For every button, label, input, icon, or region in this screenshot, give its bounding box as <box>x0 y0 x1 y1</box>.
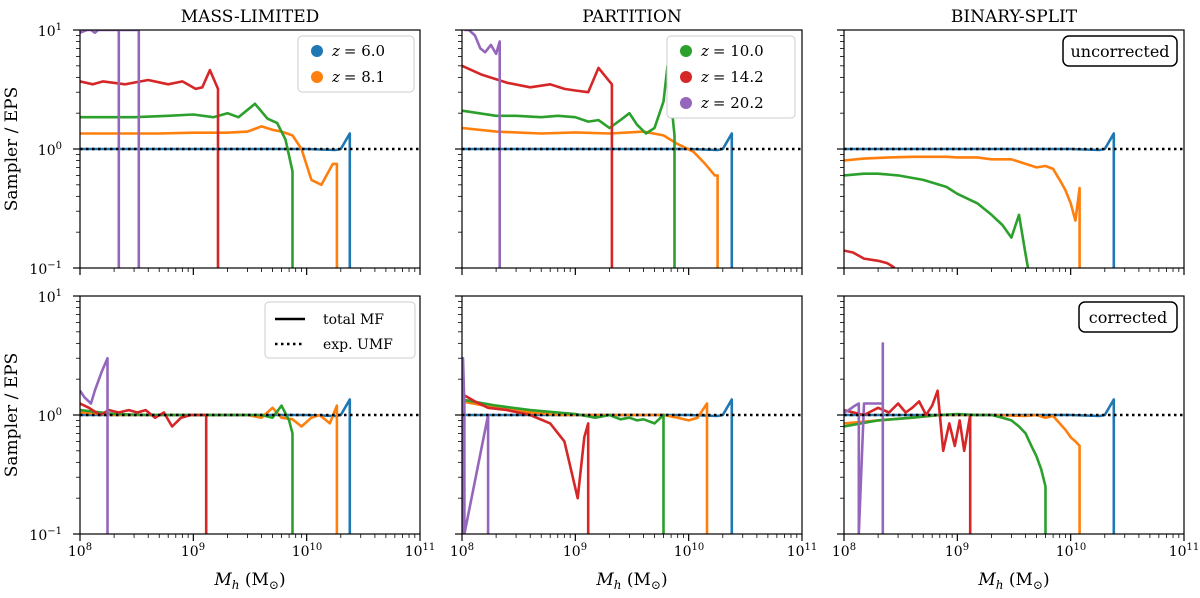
x-tick-labels-col3: 108 109 1010 1011 <box>832 542 1199 560</box>
legend-label-z14: z = 14.2 <box>700 68 764 86</box>
legend-label-z10: z = 10.0 <box>700 42 764 60</box>
series-line-z8 <box>80 404 339 534</box>
x-tick-label: 108 <box>68 542 92 560</box>
tag-label: corrected <box>1089 308 1167 327</box>
legend-label-z8: z = 8.1 <box>331 68 385 86</box>
series-line-z10 <box>80 404 294 534</box>
x-tick-label: 1011 <box>787 542 818 560</box>
series-line-z8 <box>844 155 1081 268</box>
x-tick-label: 109 <box>563 542 587 560</box>
legend-label-exp-umf: exp. UMF <box>323 337 393 353</box>
x-axis-label-col3: Mh (M⊙) <box>977 570 1049 592</box>
column-title-mass-limited: MASS-LIMITED <box>181 7 320 27</box>
legend-box <box>666 35 796 119</box>
axes-frame <box>79 29 421 269</box>
y-tick-label: 100 <box>38 141 62 159</box>
tag-label: uncorrected <box>1070 42 1169 61</box>
series-line-z6 <box>844 132 1116 268</box>
series-line-z10 <box>462 64 676 268</box>
tag-box <box>1062 35 1178 67</box>
series-group <box>844 342 1184 534</box>
y-tick-label: 101 <box>38 22 62 40</box>
column-title-binary-split: BINARY-SPLIT <box>951 7 1078 27</box>
series-line-z10 <box>844 172 1030 268</box>
axes-frame <box>843 295 1185 535</box>
series-group <box>462 356 802 534</box>
legend-marker-z10 <box>680 45 692 57</box>
x-tick-label: 1011 <box>1169 542 1200 560</box>
x-axis-label-col2: Mh (M⊙) <box>595 570 667 592</box>
legend-label-z6: z = 6.0 <box>331 42 385 60</box>
x-axis-label-col1: Mh (M⊙) <box>213 570 285 592</box>
axes-frame <box>461 29 803 269</box>
row-tag-corrected: corrected <box>1078 301 1178 333</box>
series-line-z8 <box>462 400 709 534</box>
series-line-z8 <box>462 126 719 268</box>
axes-frame <box>79 295 421 535</box>
legend-z-right: z = 10.0 z = 14.2 z = 20.2 <box>666 35 796 119</box>
series-group <box>844 132 1184 268</box>
series-line-z6 <box>80 132 352 268</box>
series-line-z10 <box>462 398 665 534</box>
legend-marker-z20 <box>680 97 692 109</box>
series-line-z10 <box>844 412 1047 534</box>
legend-marker-z14 <box>680 71 692 83</box>
y-tick-label: 10−1 <box>29 260 62 278</box>
y-axis-label-bottom: Sampler / EPS <box>2 353 22 477</box>
series-line-z20 <box>80 356 109 534</box>
x-tick-label: 109 <box>945 542 969 560</box>
legend-box <box>297 35 415 93</box>
x-tick-label: 1010 <box>1056 542 1087 560</box>
x-tick-label: 108 <box>450 542 474 560</box>
series-group <box>80 356 420 534</box>
x-tick-labels-col2: 108 109 1010 1011 <box>450 542 817 560</box>
series-line-z10 <box>80 102 294 268</box>
panel-binary-split-uncorrected <box>837 29 1185 275</box>
legend-label-z20: z = 20.2 <box>700 94 764 112</box>
x-tick-label: 109 <box>181 542 205 560</box>
series-line-z20 <box>844 342 885 534</box>
legend-style: total MF exp. UMF <box>264 301 416 359</box>
y-tick-label: 101 <box>38 288 62 306</box>
series-line-z14 <box>844 249 896 268</box>
panel-binary-split-corrected <box>837 295 1185 541</box>
series-line-z14 <box>462 392 590 534</box>
series-line-z14 <box>80 68 220 268</box>
series-line-z14 <box>80 402 208 534</box>
x-tick-label: 108 <box>832 542 856 560</box>
y-axis-label-top: Sampler / EPS <box>2 87 22 211</box>
legend-box <box>264 301 416 359</box>
panel-mass-limited-uncorrected <box>73 29 421 275</box>
x-tick-label: 1011 <box>405 542 436 560</box>
panel-mass-limited-corrected <box>73 295 421 541</box>
axes-frame <box>843 29 1185 269</box>
x-tick-labels-col1: 108 109 1010 1011 <box>68 542 435 560</box>
legend-label-total-mf: total MF <box>323 312 384 328</box>
series-line-z20 <box>462 356 490 534</box>
legend-marker-z8 <box>311 71 323 83</box>
legend-marker-z6 <box>311 45 323 57</box>
y-tick-label: 10−1 <box>29 526 62 544</box>
y-tick-labels-bottom: 101 100 10−1 <box>29 288 62 544</box>
series-line-z14 <box>462 64 614 268</box>
panel-partition-corrected <box>455 295 803 541</box>
x-tick-label: 1010 <box>292 542 323 560</box>
column-title-partition: PARTITION <box>582 7 682 27</box>
y-tick-label: 100 <box>38 407 62 425</box>
axes-frame <box>461 295 803 535</box>
y-tick-labels-top: 101 100 10−1 <box>29 22 62 278</box>
series-line-z14 <box>844 389 972 534</box>
x-tick-label: 1010 <box>674 542 705 560</box>
series-line-z6 <box>462 132 734 268</box>
row-tag-uncorrected: uncorrected <box>1062 35 1178 67</box>
tag-box <box>1078 301 1178 333</box>
legend-z-left: z = 6.0 z = 8.1 <box>297 35 415 93</box>
series-line-z20 <box>464 30 502 268</box>
